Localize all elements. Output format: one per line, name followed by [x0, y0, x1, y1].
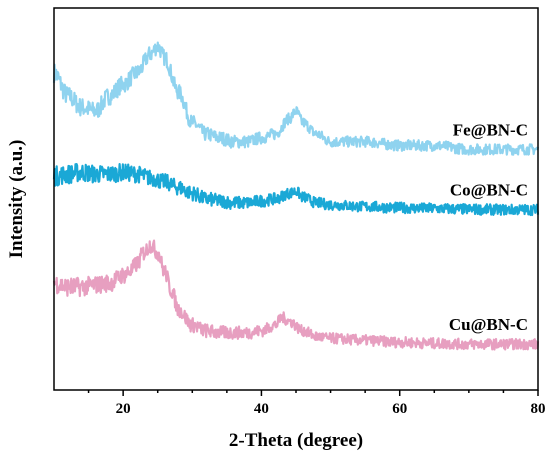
x-tick-label: 40 — [254, 401, 269, 417]
series-label-layer: Fe@BN-C Co@BN-C Cu@BN-C — [449, 120, 528, 334]
series-label-co-bn-c: Co@BN-C — [450, 181, 528, 200]
series-line-cu-bn-c — [52, 239, 540, 351]
x-axis-title: 2-Theta (degree) — [229, 430, 363, 451]
series-line-fe-bn-c — [52, 41, 540, 156]
series-layer — [52, 41, 540, 351]
tick-layer: 20 40 60 80 — [87, 390, 546, 417]
series-label-fe-bn-c: Fe@BN-C — [453, 120, 528, 139]
series-label-cu-bn-c: Cu@BN-C — [449, 315, 528, 334]
x-tick-label: 60 — [392, 401, 407, 417]
x-tick-label: 80 — [531, 401, 546, 417]
series-line-co-bn-c — [52, 163, 540, 217]
y-axis-title: Intensity (a.u.) — [6, 140, 27, 259]
x-tick-label: 20 — [116, 401, 131, 417]
